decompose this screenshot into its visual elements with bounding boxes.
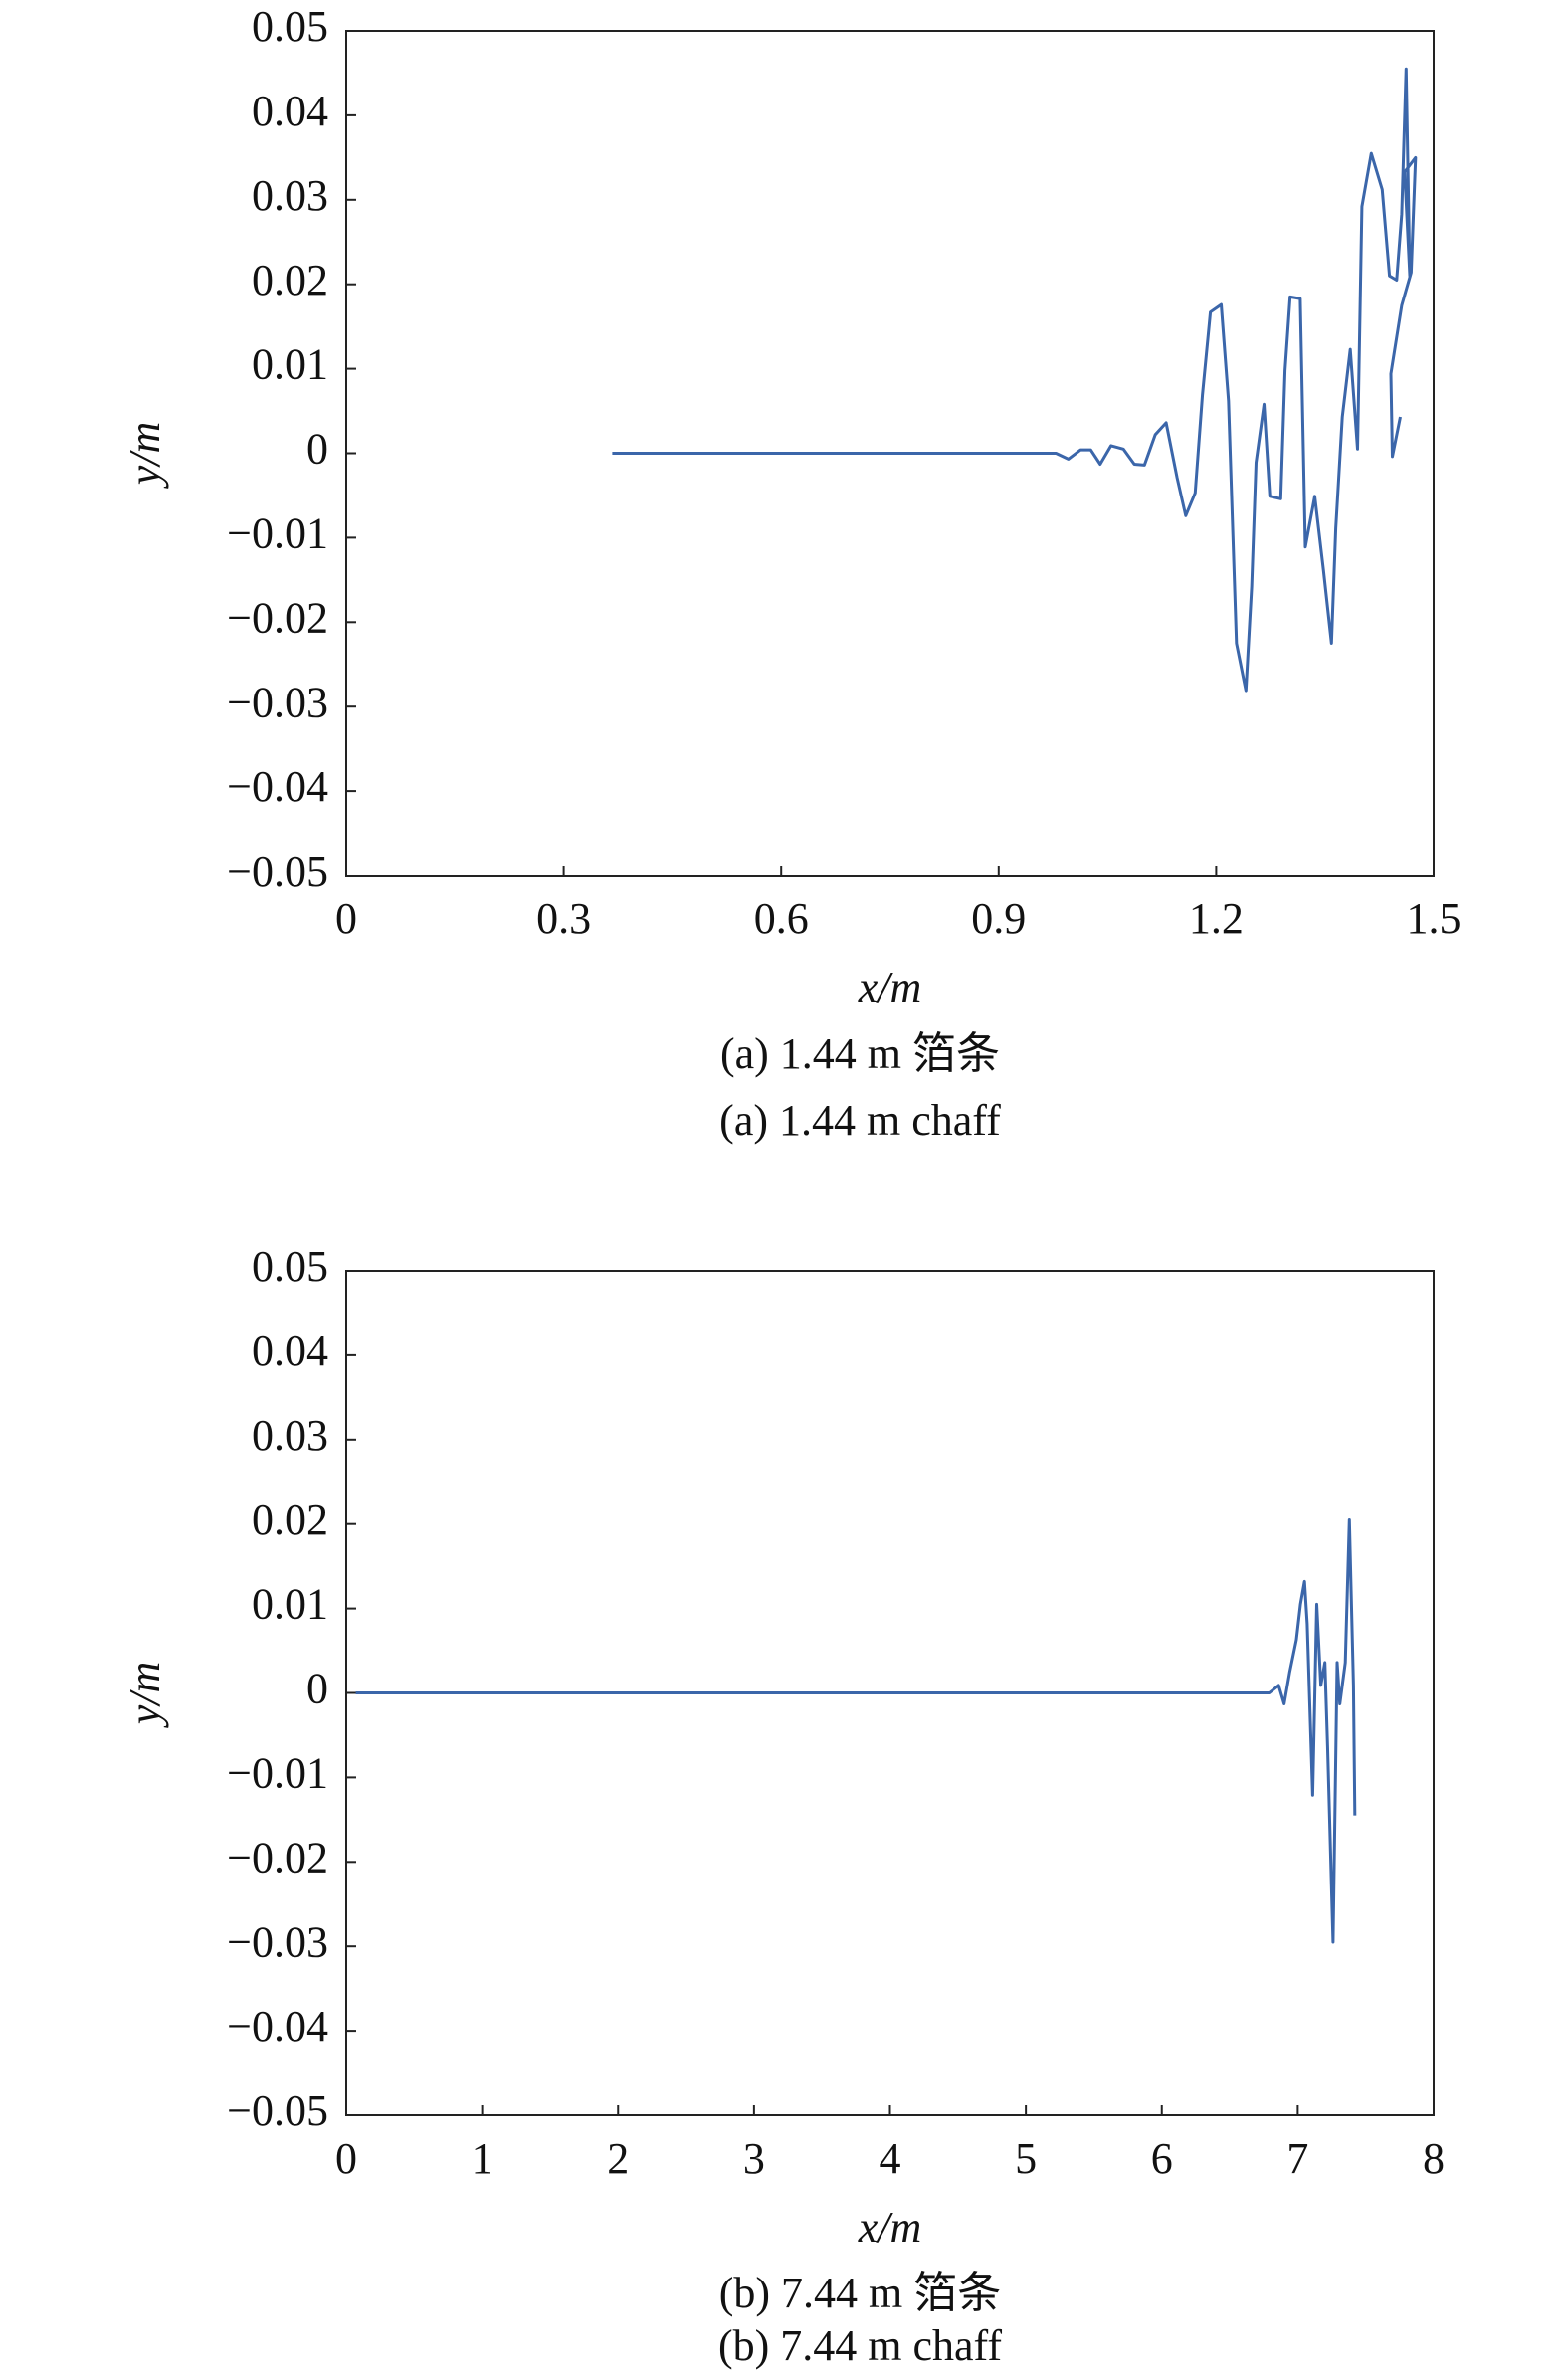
y-tick-label: 0.05 [252, 1242, 328, 1290]
x-tick-label: 0.9 [971, 894, 1026, 943]
x-tick-label: 1 [472, 2134, 493, 2183]
y-tick-label: 0.02 [252, 256, 328, 304]
x-tick-label: 1.2 [1189, 894, 1244, 943]
x-axis-label: x/m [858, 963, 922, 1012]
data-line [355, 1518, 1357, 1944]
y-tick-label: 0.01 [252, 340, 328, 389]
y-tick-label: −0.02 [227, 1833, 328, 1882]
y-tick-label: −0.04 [227, 762, 328, 811]
caption: (a) 1.44 m 箔条 [720, 1029, 1000, 1078]
y-axis-label: y/m [120, 422, 169, 490]
y-tick-label: 0.04 [252, 87, 328, 135]
y-tick-label: −0.02 [227, 593, 328, 642]
x-tick-label: 2 [607, 2134, 629, 2183]
caption-en: (b) 7.44 m chaff [718, 2321, 1002, 2370]
x-axis-label: x/m [858, 2203, 922, 2252]
y-tick-label: −0.01 [227, 508, 328, 557]
y-tick-label: 0.04 [252, 1326, 328, 1375]
y-tick-label: −0.03 [227, 1917, 328, 1966]
x-tick-label: 1.5 [1407, 894, 1462, 943]
x-tick-label: 0 [335, 894, 357, 943]
y-tick-label: −0.05 [227, 2086, 328, 2135]
x-tick-label: 8 [1423, 2134, 1445, 2183]
y-tick-label: −0.04 [227, 2002, 328, 2051]
x-tick-label: 0.6 [754, 894, 809, 943]
x-tick-label: 6 [1151, 2134, 1173, 2183]
y-tick-label: 0.03 [252, 171, 328, 220]
x-tick-label: 0.3 [536, 894, 591, 943]
x-tick-label: 3 [743, 2134, 765, 2183]
y-tick-label: 0 [306, 425, 328, 474]
x-tick-label: 4 [880, 2134, 901, 2183]
data-line [612, 67, 1418, 693]
y-tick-label: 0.02 [252, 1495, 328, 1544]
y-axis-label: y/m [120, 1662, 169, 1729]
caption-en: (a) 1.44 m chaff [719, 1096, 1001, 1145]
y-tick-label: 0.03 [252, 1411, 328, 1460]
x-tick-label: 0 [335, 2134, 357, 2183]
x-tick-label: 7 [1286, 2134, 1308, 2183]
caption: (b) 7.44 m 箔条 [719, 2269, 1002, 2317]
y-tick-label: −0.03 [227, 678, 328, 726]
y-tick-label: 0.05 [252, 2, 328, 51]
x-tick-label: 5 [1015, 2134, 1037, 2183]
y-tick-label: −0.01 [227, 1748, 328, 1797]
y-tick-label: 0.01 [252, 1580, 328, 1629]
y-tick-label: −0.05 [227, 847, 328, 895]
y-tick-label: 0 [306, 1665, 328, 1713]
